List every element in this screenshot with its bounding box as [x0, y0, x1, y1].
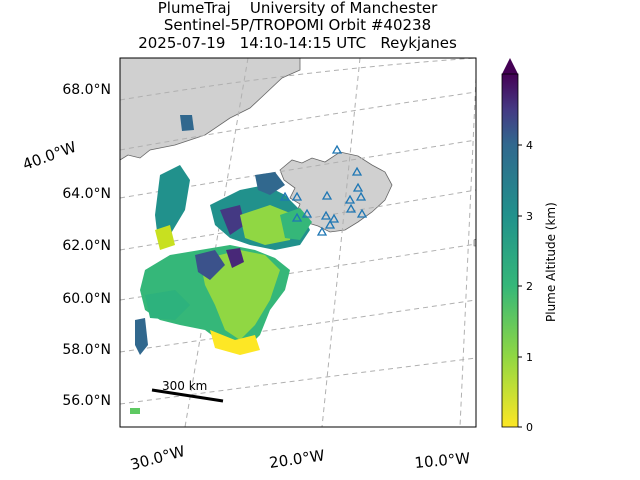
colorbar-extend-arrow [502, 58, 518, 74]
map-area [120, 58, 476, 427]
lon-label-30: 30.0°W [128, 442, 187, 474]
lat-label-68: 68.0°N [62, 82, 111, 98]
lon-label-40: 40.0°W [20, 138, 79, 174]
title-line-1: PlumeTraj University of Manchester [157, 0, 438, 17]
lat-label-58: 58.0°N [62, 342, 111, 358]
colorbar: 0 1 2 3 4 Plume Altitude (km) [501, 58, 558, 434]
lat-label-64: 64.0°N [62, 186, 111, 202]
scale-bar-label: 300 km [162, 379, 207, 393]
lat-label-56: 56.0°N [62, 393, 111, 409]
colorbar-tick-1: 1 [526, 351, 533, 364]
lat-label-62: 62.0°N [62, 238, 111, 254]
colorbar-tick-2: 2 [526, 280, 533, 293]
colorbar-tick-3: 3 [526, 210, 533, 223]
lon-label-20: 20.0°W [268, 446, 326, 472]
scale-bar [151, 388, 224, 403]
colorbar-gradient [501, 73, 519, 428]
colorbar-tick-0: 0 [526, 421, 533, 434]
greenland-land [120, 58, 301, 161]
title-line-3: 2025-07-19 14:10-14:15 UTC Reykjanes [138, 34, 457, 52]
lat-label-60: 60.0°N [62, 291, 111, 307]
lon-label-10: 10.0°W [414, 449, 471, 472]
colorbar-tick-4: 4 [526, 139, 533, 152]
colorbar-label: Plume Altitude (km) [544, 202, 558, 322]
title-line-2: Sentinel-5P/TROPOMI Orbit #40238 [163, 16, 432, 34]
volcano-markers [279, 144, 368, 236]
plume-altitude-field [130, 115, 312, 414]
map-frame [119, 57, 477, 428]
